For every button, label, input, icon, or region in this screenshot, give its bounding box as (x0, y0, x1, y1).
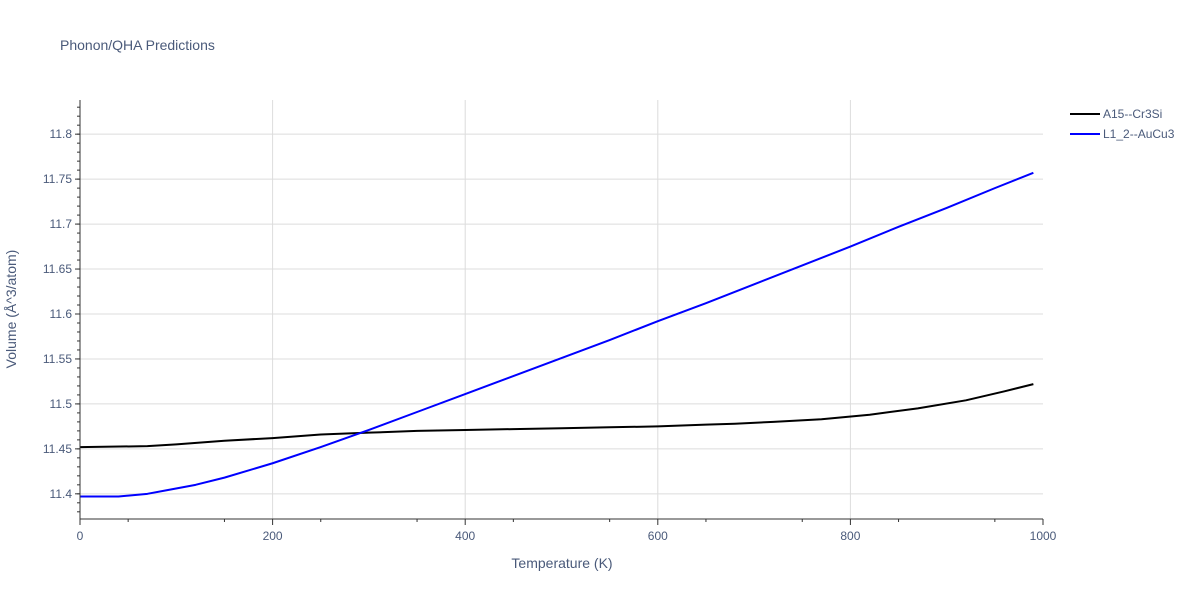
y-tick-label: 11.7 (50, 217, 73, 231)
y-tick-label: 11.5 (50, 397, 73, 411)
series-line-0 (79, 383, 1034, 449)
y-tick-label: 11.4 (50, 487, 73, 501)
y-tick-label: 11.6 (50, 307, 73, 321)
x-tick-label: 1000 (1030, 529, 1057, 543)
y-tick-label: 11.45 (43, 442, 72, 456)
chart-title: Phonon/QHA Predictions (60, 37, 215, 53)
series-layer (79, 171, 1034, 498)
legend-label: A15--Cr3Si (1103, 107, 1162, 121)
y-tick-label: 11.75 (43, 172, 72, 186)
legend: A15--Cr3Si L1_2--AuCu3 (1070, 107, 1175, 141)
x-tick-label: 0 (77, 529, 84, 543)
y-axis-label: Volume (Å^3/atom) (3, 250, 19, 369)
grid-layer (80, 100, 1043, 519)
y-tick-label: 11.65 (43, 262, 72, 276)
x-tick-label: 800 (840, 529, 860, 543)
series-line-1 (80, 171, 1034, 498)
x-axis-label: Temperature (K) (511, 555, 612, 571)
legend-label: L1_2--AuCu3 (1103, 127, 1175, 141)
x-tick-label: 600 (648, 529, 668, 543)
y-tick-label: 11.8 (50, 127, 73, 141)
axes-layer: 0 200 400 600 800 1000 11.4 11.45 11.5 11.55 11.6 1… (43, 100, 1057, 543)
y-tick-label: 11.55 (43, 352, 72, 366)
x-tick-label: 400 (455, 529, 475, 543)
x-tick-label: 200 (263, 529, 283, 543)
